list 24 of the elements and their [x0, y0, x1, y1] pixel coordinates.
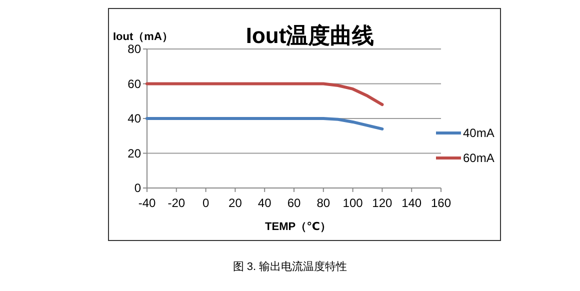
y-axis-title: Iout（mA） — [113, 31, 173, 43]
x-tick-label: 60 — [287, 196, 301, 210]
chart-title: Iout温度曲线 — [246, 23, 374, 48]
x-tick-label: 40 — [258, 196, 272, 210]
x-tick-label: 120 — [372, 196, 393, 210]
x-tick-label: -40 — [138, 196, 156, 210]
y-tick-label: 80 — [128, 42, 142, 56]
x-tick-label: 80 — [316, 196, 330, 210]
x-tick-label: 0 — [202, 196, 210, 210]
legend-label: 60mA — [463, 151, 494, 165]
x-axis-title: TEMP（℃） — [265, 221, 331, 233]
x-tick-label: 20 — [228, 196, 242, 210]
x-tick-label: 140 — [402, 196, 422, 210]
x-tick-label: 100 — [342, 196, 364, 210]
x-tick-label: -20 — [168, 196, 186, 210]
x-tick-label: 160 — [430, 196, 452, 210]
y-tick-label: 0 — [134, 181, 142, 195]
y-tick-label: 60 — [128, 76, 142, 91]
line-series — [146, 82, 384, 106]
y-tick-label: 40 — [128, 112, 142, 126]
y-tick-label: 20 — [128, 146, 142, 160]
legend-label: 40mA — [463, 126, 494, 140]
line-series — [146, 117, 384, 130]
caption: 图 3. 输出电流温度特性 — [232, 260, 348, 273]
